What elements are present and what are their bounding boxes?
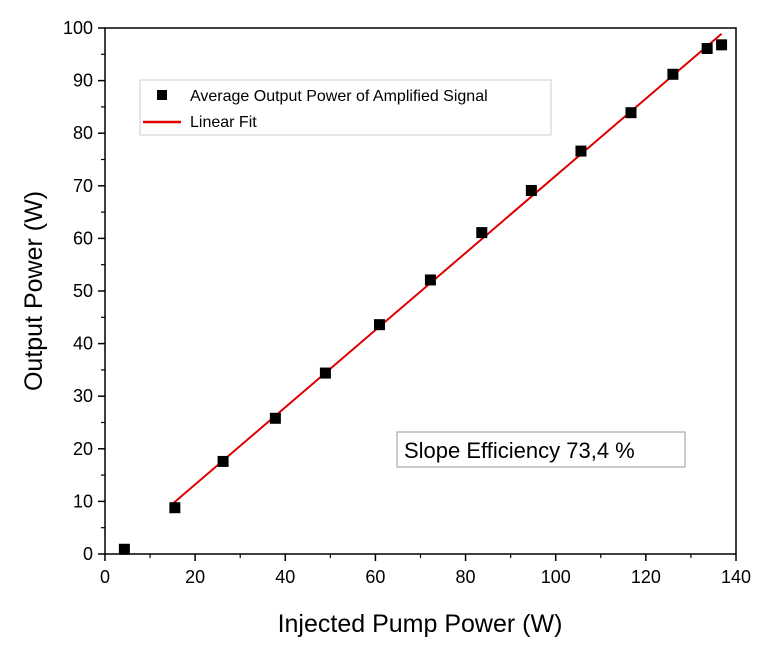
- data-point: [217, 455, 229, 467]
- data-point: [701, 43, 713, 55]
- y-tick-label: 30: [73, 386, 93, 406]
- data-point: [169, 502, 181, 514]
- data-point: [716, 39, 728, 51]
- y-tick-label: 40: [73, 334, 93, 354]
- x-tick-label: 40: [275, 567, 295, 587]
- y-tick-label: 80: [73, 123, 93, 143]
- y-tick-label: 0: [83, 544, 93, 564]
- annotation-box: [396, 431, 686, 468]
- y-tick-label: 100: [63, 18, 93, 38]
- data-point: [118, 543, 130, 555]
- x-tick-label: 120: [631, 567, 661, 587]
- y-tick-label: 10: [73, 491, 93, 511]
- slope-efficiency-label: Slope Efficiency 73,4 %: [404, 438, 635, 463]
- legend-square-marker: [157, 90, 167, 100]
- data-point: [319, 367, 331, 379]
- axis-ticks: [98, 27, 737, 561]
- x-tick-label: 140: [721, 567, 751, 587]
- legend-label-fit: Linear Fit: [190, 114, 257, 131]
- tick-labels: 0 20 40 60 80 100 120 140 0 10 20 30 40 50 60 70 80 90 100: [63, 18, 751, 587]
- data-point: [625, 107, 637, 119]
- y-tick-label: 90: [73, 71, 93, 91]
- legend-box: [139, 79, 552, 136]
- x-tick-label: 20: [185, 567, 205, 587]
- data-points: [118, 39, 728, 555]
- data-point: [476, 227, 488, 239]
- y-tick-label: 70: [73, 176, 93, 196]
- x-tick-label: 100: [541, 567, 571, 587]
- data-point: [424, 274, 436, 286]
- x-tick-label: 80: [456, 567, 476, 587]
- x-axis-title: Injected Pump Power (W): [278, 610, 563, 638]
- x-tick-label: 0: [100, 567, 110, 587]
- y-tick-label: 50: [73, 281, 93, 301]
- annotation: Slope Efficiency 73,4 %: [396, 431, 686, 468]
- legend-label-points: Average Output Power of Amplified Signal: [190, 88, 488, 105]
- legend: Average Output Power of Amplified Signal…: [139, 79, 552, 136]
- y-axis-title: Output Power (W): [20, 191, 48, 391]
- data-point: [525, 185, 537, 197]
- x-tick-label: 60: [365, 567, 385, 587]
- data-point: [575, 145, 587, 157]
- y-tick-label: 60: [73, 228, 93, 248]
- data-point: [667, 68, 679, 80]
- y-tick-label: 20: [73, 439, 93, 459]
- data-point: [269, 412, 281, 424]
- data-point: [373, 319, 385, 331]
